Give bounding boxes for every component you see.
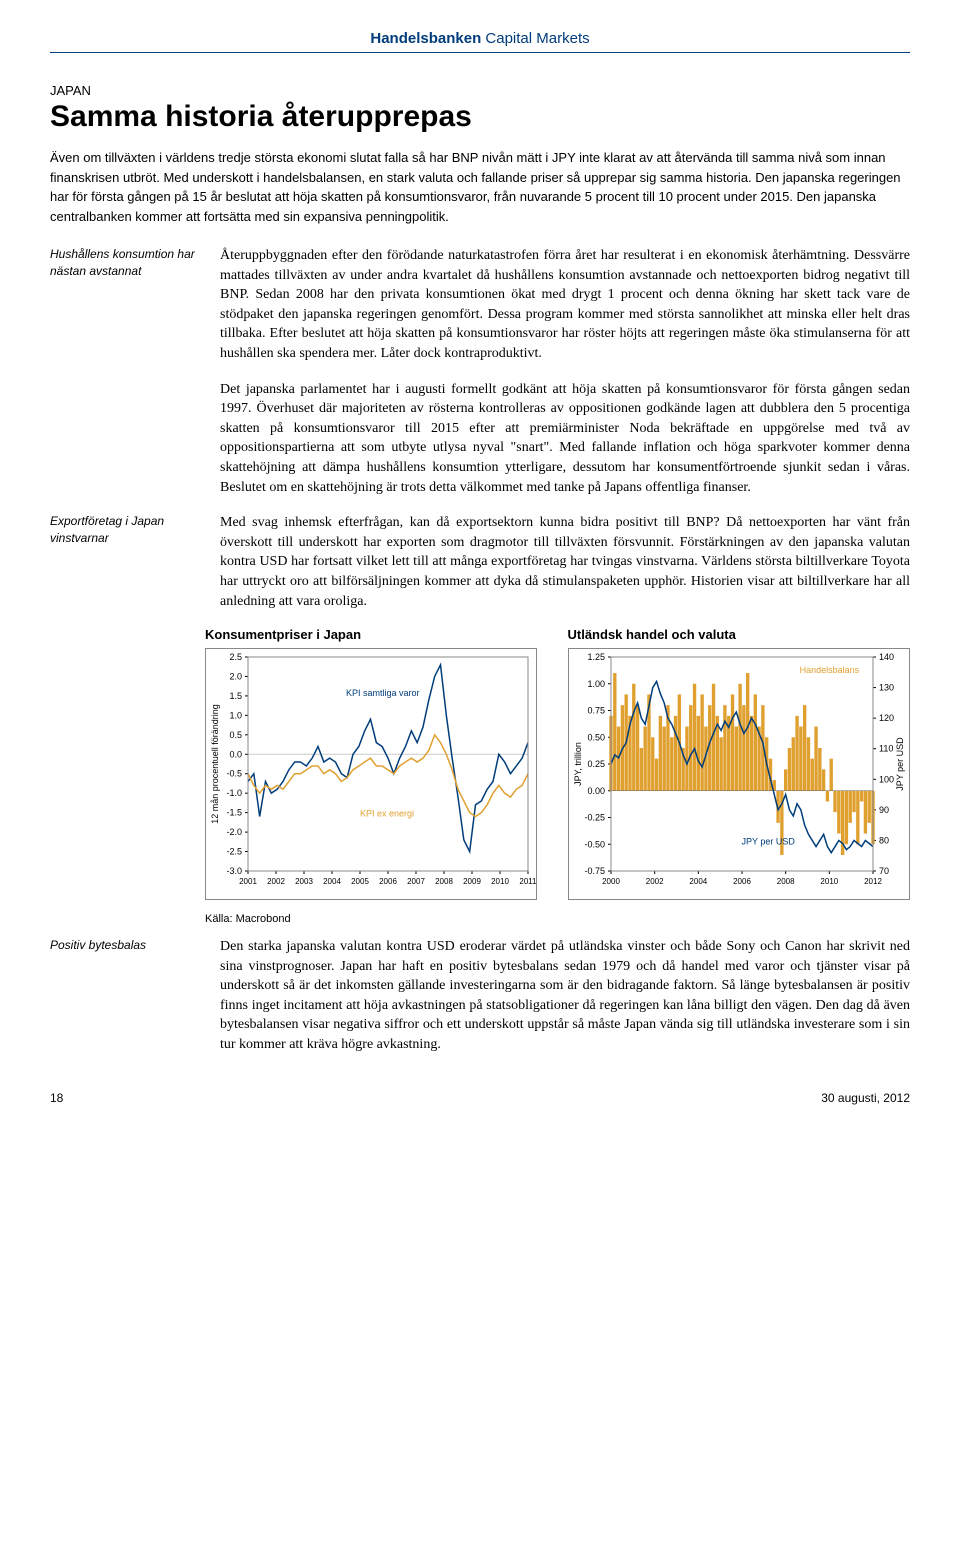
page-header: Handelsbanken Capital Markets [50,30,910,53]
brand-sub: Capital Markets [481,30,589,47]
final-block: Positiv bytesbalas Den starka japanska v… [50,937,910,1055]
svg-text:90: 90 [879,805,889,815]
svg-text:2001: 2001 [239,877,257,886]
margin-note: Positiv bytesbalas [50,937,220,1055]
chart2-svg: 1.25 1.00 0.75 0.50 0.25 0.00 -0.25 -0.50 -0.75 1… [568,648,910,900]
chart1-title: Konsumentpriser i Japan [205,627,548,642]
svg-text:JPY per USD: JPY per USD [741,836,795,846]
body-text: Den starka japanska valutan kontra USD e… [220,937,910,1055]
svg-text:KPI samtliga varor: KPI samtliga varor [346,688,420,698]
svg-text:0.25: 0.25 [587,759,605,769]
svg-text:80: 80 [879,836,889,846]
svg-text:2003: 2003 [295,877,313,886]
chart-left: Konsumentpriser i Japan 2.5 2.0 1.5 1.0 0.5 0… [205,627,548,905]
svg-text:2006: 2006 [733,877,751,886]
svg-text:-2.0: -2.0 [226,827,242,837]
svg-text:2012: 2012 [864,877,882,886]
svg-text:140: 140 [879,652,894,662]
svg-text:-0.75: -0.75 [584,866,605,876]
footer-date: 30 augusti, 2012 [821,1091,910,1105]
svg-text:2.5: 2.5 [229,652,242,662]
margin-note: Exportföretag i Japan vinstvarnar [50,513,220,611]
page-footer: 18 30 augusti, 2012 [50,1085,910,1105]
svg-text:JPY, trillion: JPY, trillion [573,742,583,786]
svg-text:1.00: 1.00 [587,679,605,689]
svg-text:2.0: 2.0 [229,672,242,682]
svg-text:120: 120 [879,713,894,723]
chart-source: Källa: Macrobond [205,913,910,925]
svg-text:-2.5: -2.5 [226,847,242,857]
page-title: Samma historia återupprepas [50,100,910,134]
chart1-svg: 2.5 2.0 1.5 1.0 0.5 0.0 -0.5 -1.0 -1.5 -2.0 -2.5 -3… [205,648,537,900]
svg-text:2010: 2010 [820,877,838,886]
svg-text:12 mån procentuell förändring: 12 mån procentuell förändring [210,704,220,824]
svg-text:-0.5: -0.5 [226,769,242,779]
svg-text:-0.25: -0.25 [584,813,605,823]
body-text: Återuppbyggnaden efter den förödande nat… [220,246,910,364]
svg-text:2004: 2004 [323,877,341,886]
svg-text:1.5: 1.5 [229,691,242,701]
margin-note: Hushållens konsumtion har nästan avstann… [50,246,220,364]
margin-note [50,380,220,498]
svg-text:2002: 2002 [645,877,663,886]
svg-text:2005: 2005 [351,877,369,886]
svg-text:-0.50: -0.50 [584,839,605,849]
svg-text:2009: 2009 [463,877,481,886]
body-text: Med svag inhemsk efterfrågan, kan då exp… [220,513,910,611]
svg-text:2007: 2007 [407,877,425,886]
svg-text:0.5: 0.5 [229,730,242,740]
content-row: Det japanska parlamentet har i augusti f… [50,380,910,498]
svg-text:2002: 2002 [267,877,285,886]
svg-text:2006: 2006 [379,877,397,886]
svg-text:130: 130 [879,683,894,693]
page-number: 18 [50,1091,63,1105]
svg-text:1.0: 1.0 [229,710,242,720]
svg-text:100: 100 [879,774,894,784]
svg-text:2008: 2008 [776,877,794,886]
chart2-title: Utländsk handel och valuta [568,627,911,642]
svg-text:2010: 2010 [491,877,509,886]
intro-text: Även om tillväxten i världens tredje stö… [50,148,910,226]
svg-text:2008: 2008 [435,877,453,886]
svg-text:Handelsbalans: Handelsbalans [799,665,859,675]
svg-text:2000: 2000 [602,877,620,886]
svg-text:110: 110 [879,744,893,754]
svg-text:2004: 2004 [689,877,707,886]
body-text: Det japanska parlamentet har i augusti f… [220,380,910,498]
svg-text:70: 70 [879,866,889,876]
svg-text:-3.0: -3.0 [226,866,242,876]
svg-text:0.0: 0.0 [229,749,242,759]
svg-text:2011: 2011 [519,877,537,886]
section-label: JAPAN [50,83,910,98]
svg-text:0.50: 0.50 [587,732,605,742]
charts-row: Konsumentpriser i Japan 2.52.01.51.00.50… [205,627,910,905]
svg-text:1.25: 1.25 [587,652,605,662]
svg-text:-1.5: -1.5 [226,808,242,818]
svg-text:JPY per USD: JPY per USD [895,737,905,791]
svg-text:0.75: 0.75 [587,706,605,716]
content-row: Exportföretag i Japan vinstvarnarMed sva… [50,513,910,611]
svg-text:-1.0: -1.0 [226,788,242,798]
brand-name: Handelsbanken [370,30,481,47]
svg-text:0.00: 0.00 [587,786,605,796]
chart-right: Utländsk handel och valuta 1.25 1.00 0.75 0… [568,627,911,905]
svg-text:KPI ex energi: KPI ex energi [360,809,414,819]
content-row: Hushållens konsumtion har nästan avstann… [50,246,910,364]
